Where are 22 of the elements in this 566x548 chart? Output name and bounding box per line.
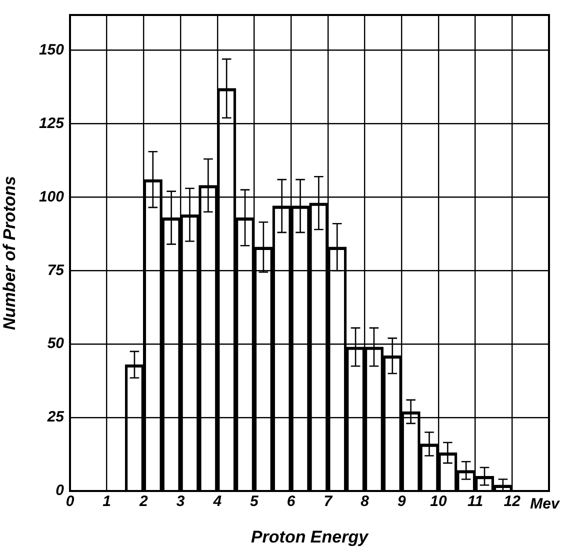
x-tick-label: 5 [250,493,260,510]
x-tick-label: 11 [468,493,484,510]
y-axis-title: Number of Protons [0,176,19,330]
y-tick-label: 125 [38,114,65,132]
y-tick-label: 75 [47,262,65,279]
y-tick-label: 150 [38,41,65,58]
y-tick-label: 0 [56,482,65,500]
x-tick-label: 2 [138,493,149,510]
text: Mev [530,496,561,513]
x-tick-label: 8 [360,493,370,510]
x-tick-label: 7 [324,493,333,510]
x-tick-label: 3 [176,493,186,510]
x-tick-label: 6 [286,493,296,510]
y-tick-label: 25 [46,408,65,426]
x-tick-label: 10 [430,493,448,510]
x-tick-label: 12 [504,493,522,510]
y-tick-label: 50 [47,335,65,352]
x-tick-label: 1 [102,493,112,510]
x-tick-label: 9 [397,493,406,510]
x-axis-title: Proton Energy [250,527,370,546]
x-tick-label: 4 [212,493,222,510]
y-tick-label: 100 [38,188,65,206]
